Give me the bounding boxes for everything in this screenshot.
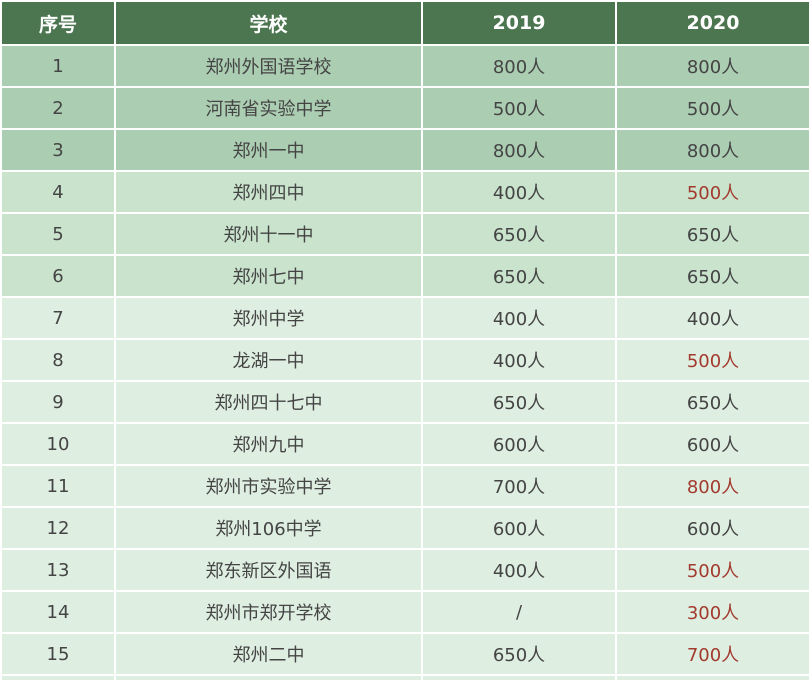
- table-row: 13 郑东新区外国语 400人 500人: [0, 548, 809, 592]
- row-index: 11: [0, 464, 116, 508]
- row-index: 6: [0, 254, 116, 298]
- table-row: 11 郑州市实验中学 700人 800人: [0, 464, 809, 508]
- table-row: 7 郑州中学 400人 400人: [0, 296, 809, 340]
- row-2019: 800人: [421, 128, 617, 172]
- table-row: 10 郑州九中 600人 600人: [0, 422, 809, 466]
- table-row: 4 郑州四中 400人 500人: [0, 170, 809, 214]
- table-row: 12 郑州106中学 600人 600人: [0, 506, 809, 550]
- row-index: 1: [0, 44, 116, 88]
- row-index: 10: [0, 422, 116, 466]
- row-school: 郑州九中: [114, 422, 423, 466]
- row-school: 郑州106中学: [114, 506, 423, 550]
- row-index: 3: [0, 128, 116, 172]
- row-2019: 650人: [421, 254, 617, 298]
- row-school: 郑州四十七中: [114, 380, 423, 424]
- row-index: [0, 674, 116, 682]
- row-2019: 650人: [421, 380, 617, 424]
- row-school: 郑州十一中: [114, 212, 423, 256]
- row-index: 7: [0, 296, 116, 340]
- row-2019: 400人: [421, 170, 617, 214]
- row-school: 郑州七中: [114, 254, 423, 298]
- row-school: 郑东新区外国语: [114, 548, 423, 592]
- row-index: 4: [0, 170, 116, 214]
- row-index: 13: [0, 548, 116, 592]
- row-school: 郑州外国语学校: [114, 44, 423, 88]
- table-row: 15 郑州二中 650人 700人: [0, 632, 809, 676]
- table-row: 9 郑州四十七中 650人 650人: [0, 380, 809, 424]
- header-2019: 2019: [421, 0, 617, 46]
- row-2020: 500人: [615, 338, 809, 382]
- row-2020: 800人: [615, 128, 809, 172]
- row-2020: 600人: [615, 506, 809, 550]
- row-index: 2: [0, 86, 116, 130]
- header-index: 序号: [0, 0, 116, 46]
- table-row: 1 郑州外国语学校 800人 800人: [0, 44, 809, 88]
- table-row: 3 郑州一中 800人 800人: [0, 128, 809, 172]
- row-2019: 400人: [421, 296, 617, 340]
- row-2020: 500人: [615, 86, 809, 130]
- row-2019: 800人: [421, 44, 617, 88]
- table-row: 5 郑州十一中 650人 650人: [0, 212, 809, 256]
- row-2019: 400人: [421, 338, 617, 382]
- row-school: 郑州二中: [114, 632, 423, 676]
- row-2019: [421, 674, 617, 682]
- row-2019: 650人: [421, 212, 617, 256]
- row-2020: 650人: [615, 380, 809, 424]
- row-2020: 800人: [615, 44, 809, 88]
- row-2019: 500人: [421, 86, 617, 130]
- table-row: 6 郑州七中 650人 650人: [0, 254, 809, 298]
- row-2020: 600人: [615, 422, 809, 466]
- row-2020: 700人: [615, 632, 809, 676]
- row-2019: 700人: [421, 464, 617, 508]
- row-2020: 800人: [615, 464, 809, 508]
- row-2020: 300人: [615, 590, 809, 634]
- header-school: 学校: [114, 0, 423, 46]
- row-index: 12: [0, 506, 116, 550]
- row-2020: 500人: [615, 548, 809, 592]
- row-index: 5: [0, 212, 116, 256]
- row-school: 郑州四中: [114, 170, 423, 214]
- table-row: 2 河南省实验中学 500人 500人: [0, 86, 809, 130]
- row-index: 8: [0, 338, 116, 382]
- row-2020: 500人: [615, 170, 809, 214]
- row-2019: 600人: [421, 506, 617, 550]
- header-2020: 2020: [615, 0, 809, 46]
- row-2019: /: [421, 590, 617, 634]
- row-index: 15: [0, 632, 116, 676]
- row-school: 河南省实验中学: [114, 86, 423, 130]
- row-2019: 650人: [421, 632, 617, 676]
- row-school: 郑州市实验中学: [114, 464, 423, 508]
- row-school: 郑州市郑开学校: [114, 590, 423, 634]
- row-2019: 400人: [421, 548, 617, 592]
- row-school: [114, 674, 423, 682]
- table-row-partial: [0, 674, 809, 682]
- row-school: 郑州一中: [114, 128, 423, 172]
- row-2020: 400人: [615, 296, 809, 340]
- header-row: 序号 学校 2019 2020: [0, 0, 809, 46]
- row-school: 郑州中学: [114, 296, 423, 340]
- row-2020: 650人: [615, 254, 809, 298]
- row-2020: 650人: [615, 212, 809, 256]
- row-index: 9: [0, 380, 116, 424]
- row-index: 14: [0, 590, 116, 634]
- row-2020: [615, 674, 809, 682]
- table-row: 14 郑州市郑开学校 / 300人: [0, 590, 809, 634]
- row-school: 龙湖一中: [114, 338, 423, 382]
- row-2019: 600人: [421, 422, 617, 466]
- table-row: 8 龙湖一中 400人 500人: [0, 338, 809, 382]
